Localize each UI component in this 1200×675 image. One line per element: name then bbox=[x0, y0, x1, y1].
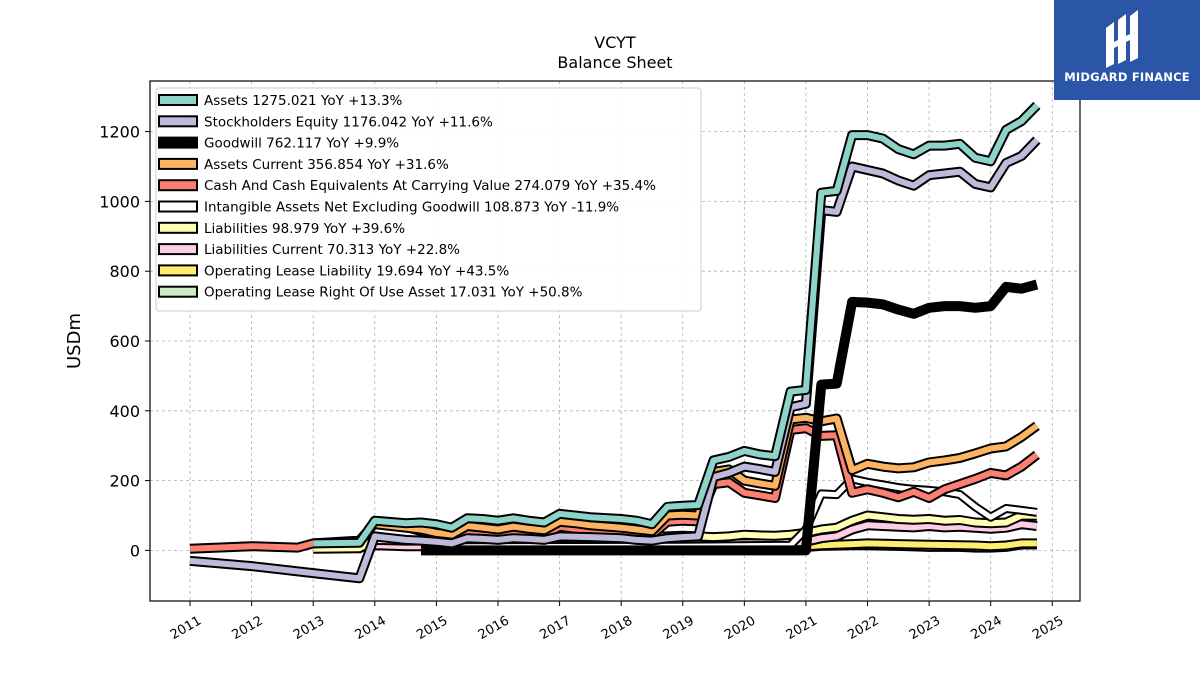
y-tick-label: 1200 bbox=[99, 123, 140, 142]
legend-entry: Liabilities Current 70.313 YoY +22.8% bbox=[158, 242, 460, 258]
legend: Assets 1275.021 YoY +13.3% Stockholders E… bbox=[155, 87, 702, 312]
x-tick-label: 2017 bbox=[537, 613, 573, 643]
x-tick-label: 2021 bbox=[784, 613, 820, 643]
series-1 bbox=[189, 136, 1041, 584]
legend-label: Intangible Assets Net Excluding Goodwill… bbox=[204, 200, 619, 216]
y-tick-label: 0 bbox=[130, 541, 140, 560]
x-tick-label: 2025 bbox=[1030, 613, 1066, 643]
legend-box bbox=[155, 87, 702, 312]
x-tick-label: 2011 bbox=[168, 613, 204, 643]
legend-label: Operating Lease Right Of Use Asset 17.03… bbox=[204, 285, 583, 301]
y-axis-label: USDm bbox=[64, 313, 85, 369]
legend-entry: Intangible Assets Net Excluding Goodwill… bbox=[158, 200, 619, 216]
legend-swatch bbox=[158, 285, 198, 298]
series-0 bbox=[313, 101, 1041, 549]
legend-swatch bbox=[158, 179, 198, 192]
legend-swatch bbox=[158, 243, 198, 256]
series-2 bbox=[421, 279, 1039, 556]
legend-label: Assets 1275.021 YoY +13.3% bbox=[204, 93, 403, 109]
x-tick-label: 2019 bbox=[661, 613, 697, 643]
legend-swatch bbox=[158, 157, 198, 170]
x-tick-label: 2024 bbox=[969, 613, 1005, 643]
legend-entry: Operating Lease Right Of Use Asset 17.03… bbox=[158, 285, 583, 301]
x-tick-label: 2013 bbox=[291, 613, 327, 643]
legend-entry: Assets Current 356.854 YoY +31.6% bbox=[158, 157, 449, 173]
x-tick-label: 2016 bbox=[476, 613, 512, 643]
brand-name: MIDGARD FINANCE bbox=[1064, 70, 1190, 84]
chart-subtitle: Balance Sheet bbox=[557, 53, 672, 72]
legend-label: Liabilities Current 70.313 YoY +22.8% bbox=[204, 242, 460, 258]
legend-entry: Cash And Cash Equivalents At Carrying Va… bbox=[158, 178, 656, 194]
series-line bbox=[421, 279, 1039, 556]
legend-entry: Stockholders Equity 1176.042 YoY +11.6% bbox=[158, 114, 493, 130]
legend-label: Operating Lease Liability 19.694 YoY +43… bbox=[204, 263, 509, 279]
series-layer bbox=[189, 101, 1041, 584]
legend-label: Goodwill 762.117 YoY +9.9% bbox=[204, 136, 399, 152]
midgard-finance-logo: MIDGARD FINANCE bbox=[1054, 0, 1200, 100]
legend-swatch bbox=[158, 221, 198, 234]
legend-swatch bbox=[158, 264, 198, 277]
y-tick-label: 400 bbox=[109, 402, 140, 421]
legend-swatch bbox=[158, 94, 198, 106]
legend-entry: Liabilities 98.979 YoY +39.6% bbox=[158, 221, 405, 237]
y-tick-label: 600 bbox=[109, 332, 140, 351]
x-tick-label: 2015 bbox=[414, 613, 450, 643]
legend-label: Liabilities 98.979 YoY +39.6% bbox=[204, 221, 405, 237]
legend-entry: Assets 1275.021 YoY +13.3% bbox=[158, 93, 403, 109]
x-tick-label: 2012 bbox=[229, 613, 265, 643]
x-tick-label: 2014 bbox=[353, 613, 389, 643]
legend-swatch bbox=[158, 136, 198, 149]
y-tick-label: 800 bbox=[109, 262, 140, 281]
legend-swatch bbox=[158, 115, 198, 128]
legend-label: Stockholders Equity 1176.042 YoY +11.6% bbox=[204, 114, 493, 130]
y-tick-label: 1000 bbox=[99, 192, 140, 211]
series-line bbox=[313, 103, 1040, 547]
legend-label: Cash And Cash Equivalents At Carrying Va… bbox=[204, 178, 656, 194]
legend-swatch bbox=[158, 200, 198, 213]
x-tick-label: 2018 bbox=[599, 613, 635, 643]
x-axis: 2011 2012 2013 2014 2015 2016 2017 2018 2019 2020… bbox=[168, 601, 1066, 643]
y-tick-label: 200 bbox=[109, 472, 140, 491]
chart-title: VCYT bbox=[594, 33, 636, 52]
series-line bbox=[189, 137, 1040, 582]
y-axis: 0 200 400 600 800 1000 1200 bbox=[99, 123, 150, 560]
legend-entry: Operating Lease Liability 19.694 YoY +43… bbox=[158, 263, 509, 279]
midgard-logo-icon bbox=[1106, 10, 1138, 68]
x-tick-label: 2020 bbox=[722, 613, 758, 643]
legend-entry: Goodwill 762.117 YoY +9.9% bbox=[158, 136, 399, 152]
x-tick-label: 2022 bbox=[845, 613, 881, 643]
x-tick-label: 2023 bbox=[907, 613, 943, 643]
legend-label: Assets Current 356.854 YoY +31.6% bbox=[204, 157, 449, 173]
